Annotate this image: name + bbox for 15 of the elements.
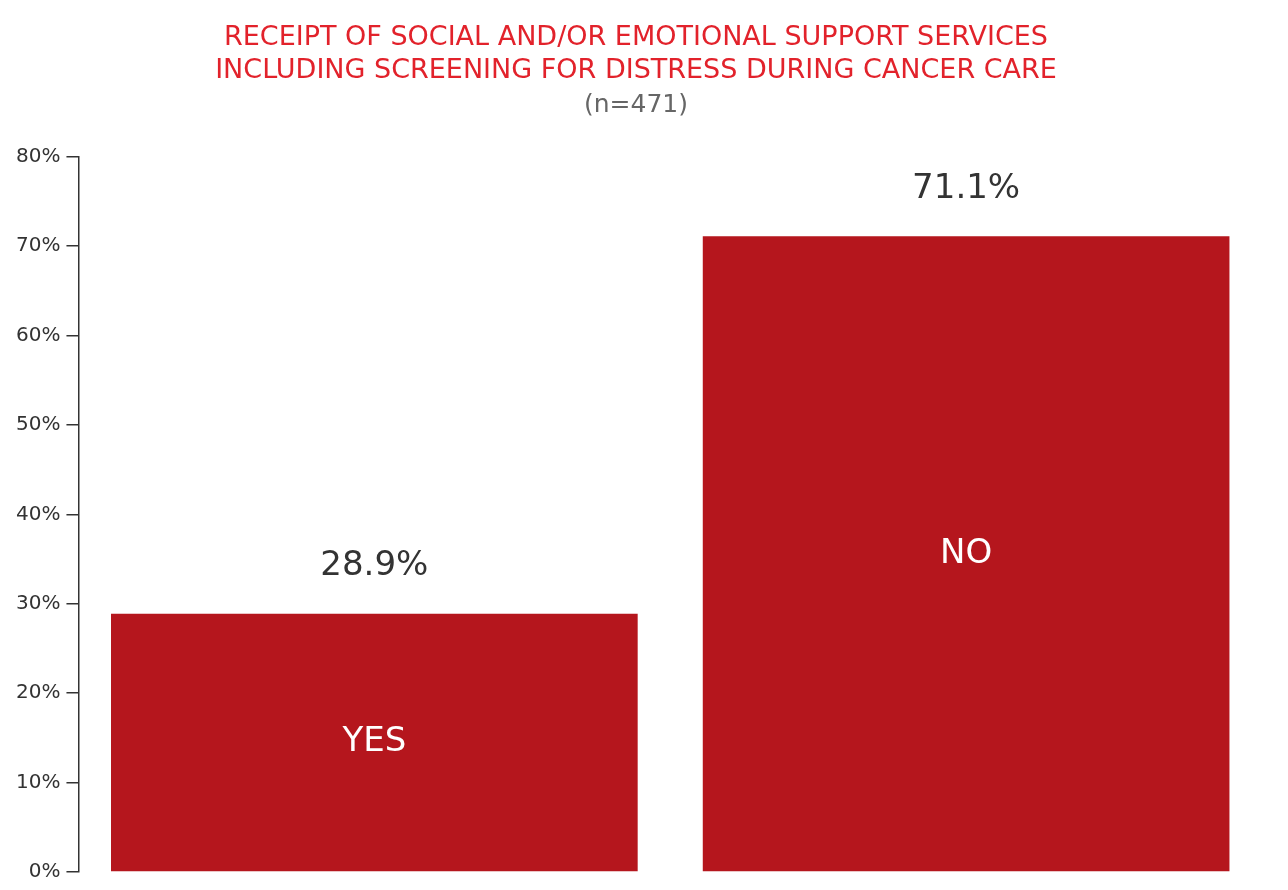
data-label: 28.9%	[320, 543, 429, 584]
y-tick-label: 40%	[16, 500, 61, 525]
y-tick-label: 30%	[16, 590, 61, 614]
y-tick-label: 70%	[16, 232, 61, 257]
data-label: 71.1%	[912, 166, 1021, 207]
y-tick-label: 50%	[16, 411, 61, 436]
chart-title: RECEIPT OF SOCIAL AND/OR EMOTIONAL SUPPORT SERVICES INCLUDING SCREENING FOR DISTRESS DURING CANCER CARE	[215, 20, 1057, 84]
x-tick-label: YES	[341, 719, 407, 760]
y-tick-label: 80%	[16, 143, 61, 167]
x-tick-label: NO	[940, 530, 993, 571]
y-tick-label: 10%	[16, 768, 61, 793]
y-tick-label: 60%	[16, 321, 61, 346]
y-tick-label: 0%	[28, 858, 61, 883]
chart-subtitle: (n=471)	[583, 89, 689, 119]
y-tick-label: 20%	[16, 679, 61, 704]
